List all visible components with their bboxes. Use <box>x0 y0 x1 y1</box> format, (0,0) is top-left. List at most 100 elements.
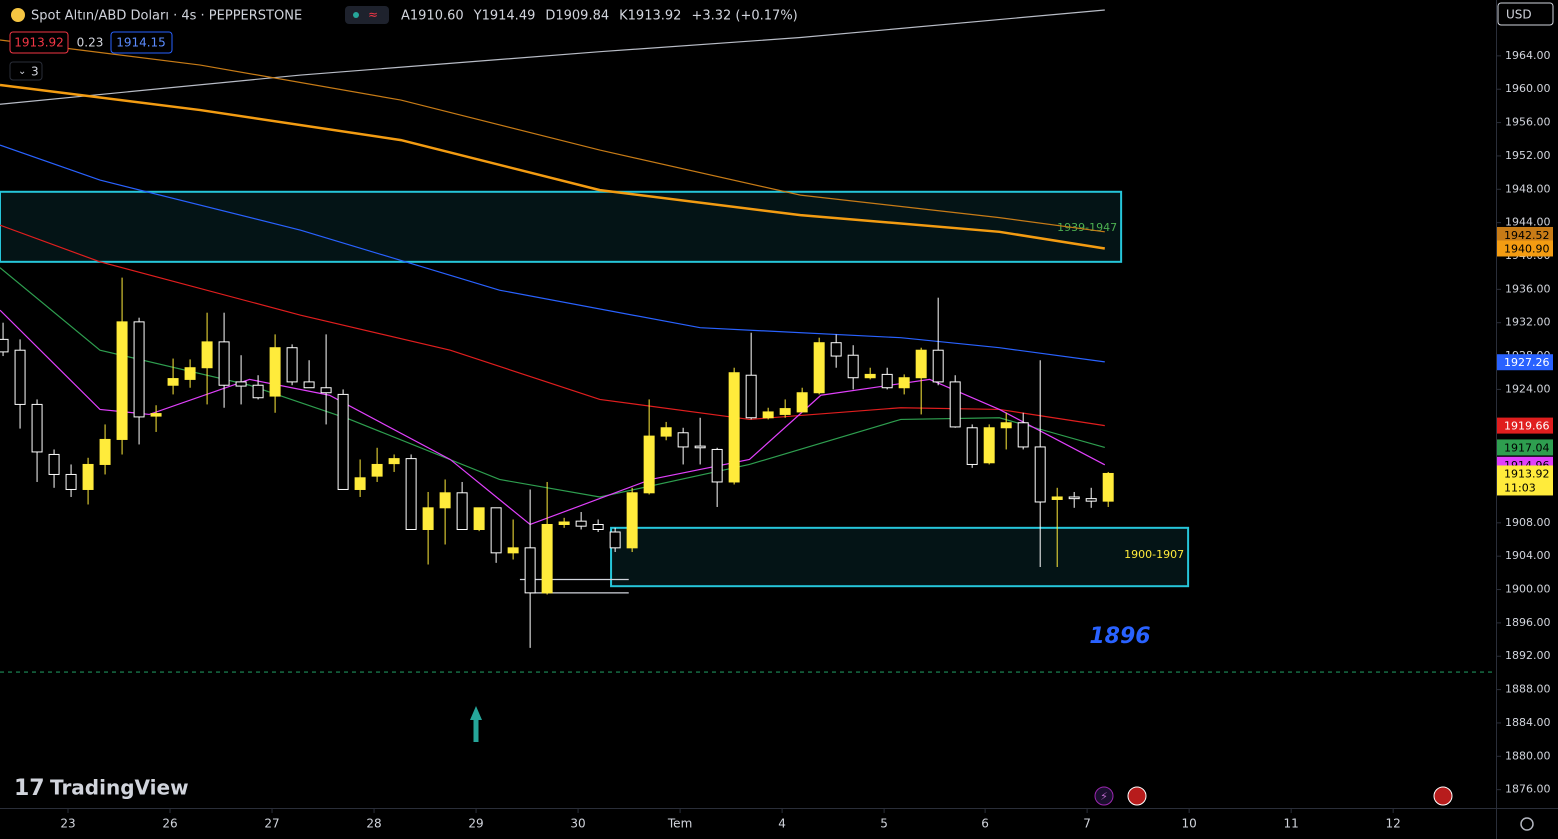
x-tick-label: 23 <box>60 817 75 831</box>
y-tick-label: 1904.00 <box>1505 549 1551 562</box>
moving-average <box>0 144 1105 363</box>
candle-body <box>694 445 706 449</box>
y-tick-label: 1936.00 <box>1505 282 1551 295</box>
candle-body <box>269 347 281 397</box>
candle-body <box>354 477 366 490</box>
candle-body <box>541 523 553 594</box>
status-badge <box>345 6 389 24</box>
lightning: ⚡ <box>1100 790 1108 803</box>
x-tick-label: 12 <box>1386 817 1401 831</box>
indicators-toggle[interactable] <box>9 61 43 81</box>
candle-body <box>524 547 536 594</box>
x-tick-label: 11 <box>1284 817 1299 831</box>
symbol-title[interactable]: Spot Altın/ABD Doları · 4s · PEPPERSTONE <box>31 9 302 24</box>
zone <box>610 526 1190 588</box>
candle-body <box>949 381 961 428</box>
y-tick-label: 1956.00 <box>1505 116 1551 129</box>
candle-body <box>184 367 196 380</box>
ohlc-value: Y1914.49 <box>473 9 536 24</box>
currency[interactable]: USD <box>1506 8 1532 22</box>
candle-body <box>728 372 740 483</box>
candle-body <box>643 435 655 494</box>
y-tick-label: 1892.00 <box>1505 649 1551 662</box>
branding[interactable]: TradingView <box>50 776 189 800</box>
candle-body <box>507 547 519 554</box>
price-tag <box>1497 439 1553 456</box>
zone-label: 1900-1907 <box>1124 548 1184 561</box>
y-tick-label: 1964.00 <box>1505 49 1551 62</box>
candle-body <box>473 507 485 530</box>
status-dot <box>353 12 359 18</box>
y-tick-label: 1884.00 <box>1505 716 1551 729</box>
chevron: ⌄ <box>18 66 26 77</box>
currency-box[interactable] <box>1497 2 1554 26</box>
candle-body <box>847 354 859 379</box>
moving-average <box>0 224 1105 427</box>
candle-body <box>371 463 383 477</box>
y-tick-label: 1932.00 <box>1505 316 1551 329</box>
countdown: 11:03 <box>1504 481 1536 494</box>
candle-body <box>592 523 604 530</box>
indicators-count[interactable]: 3 <box>31 65 39 79</box>
x-tick-label: Tem <box>667 817 692 831</box>
us-flag-icon[interactable] <box>1127 786 1147 806</box>
spread: 0.23 <box>77 36 104 50</box>
candle-body <box>388 458 400 465</box>
candle-body <box>660 427 672 437</box>
y-tick-label: 1900.00 <box>1505 583 1551 596</box>
candle-body <box>235 381 247 387</box>
x-tick-label: 26 <box>162 817 177 831</box>
us-flag-icon[interactable] <box>1433 786 1453 806</box>
candle-body <box>881 373 893 389</box>
candle-body <box>711 448 723 483</box>
candle-body <box>65 473 77 490</box>
candle-body <box>830 342 842 357</box>
candle-body <box>167 378 179 386</box>
moving-average <box>0 39 1105 233</box>
candle-body <box>252 384 264 399</box>
candle-body <box>0 338 9 353</box>
last-price-label: 1913.92 <box>1504 467 1550 480</box>
y-tick-label: 1960.00 <box>1505 82 1551 95</box>
sell-price[interactable]: 1913.92 <box>14 36 64 50</box>
candle-body <box>48 453 60 475</box>
x-tick-label: 27 <box>264 817 279 831</box>
ohlc-value: A1910.60 <box>401 9 464 24</box>
last-price-tag <box>1497 465 1553 496</box>
sell-box[interactable] <box>9 31 69 54</box>
candle-body <box>1102 472 1114 502</box>
ohlc-value: +3.32 (+0.17%) <box>691 9 797 24</box>
settings-icon[interactable] <box>1520 817 1534 831</box>
plot-area: 1939-1947 1900-1907 1896 <box>0 9 1495 673</box>
y-tick-label: 1944.00 <box>1505 216 1551 229</box>
candle-body <box>337 393 349 490</box>
candle-body <box>983 427 995 464</box>
x-tick-label: 4 <box>778 817 786 831</box>
price-tag-label: 1917.04 <box>1504 441 1550 454</box>
y-tick-label: 1888.00 <box>1505 683 1551 696</box>
x-tick-label: 28 <box>366 817 381 831</box>
candle-body <box>796 392 808 413</box>
event-icon[interactable] <box>1094 786 1114 806</box>
x-tick-label: 7 <box>1083 817 1091 831</box>
ohlc-value: D1909.84 <box>545 9 609 24</box>
x-tick-label: 29 <box>468 817 483 831</box>
annotation: 1896 <box>1089 624 1150 649</box>
candle-body <box>456 492 468 530</box>
zone-label: 1939-1947 <box>1057 221 1117 234</box>
price-tag <box>1497 417 1553 434</box>
candle-body <box>745 374 757 419</box>
candle-body <box>439 492 451 509</box>
price-tag-label: 1940.90 <box>1504 242 1550 255</box>
symbol-icon[interactable] <box>11 8 25 22</box>
candle-body <box>915 349 927 379</box>
candle-body <box>575 520 587 527</box>
price-tag-label: 1942.52 <box>1504 229 1550 242</box>
arrow-up <box>470 706 482 742</box>
y-tick-label: 1876.00 <box>1505 783 1551 796</box>
candle-body <box>218 341 230 386</box>
candle-body <box>286 347 298 383</box>
buy-price[interactable]: 1914.15 <box>116 36 166 50</box>
buy-box[interactable] <box>110 31 173 54</box>
